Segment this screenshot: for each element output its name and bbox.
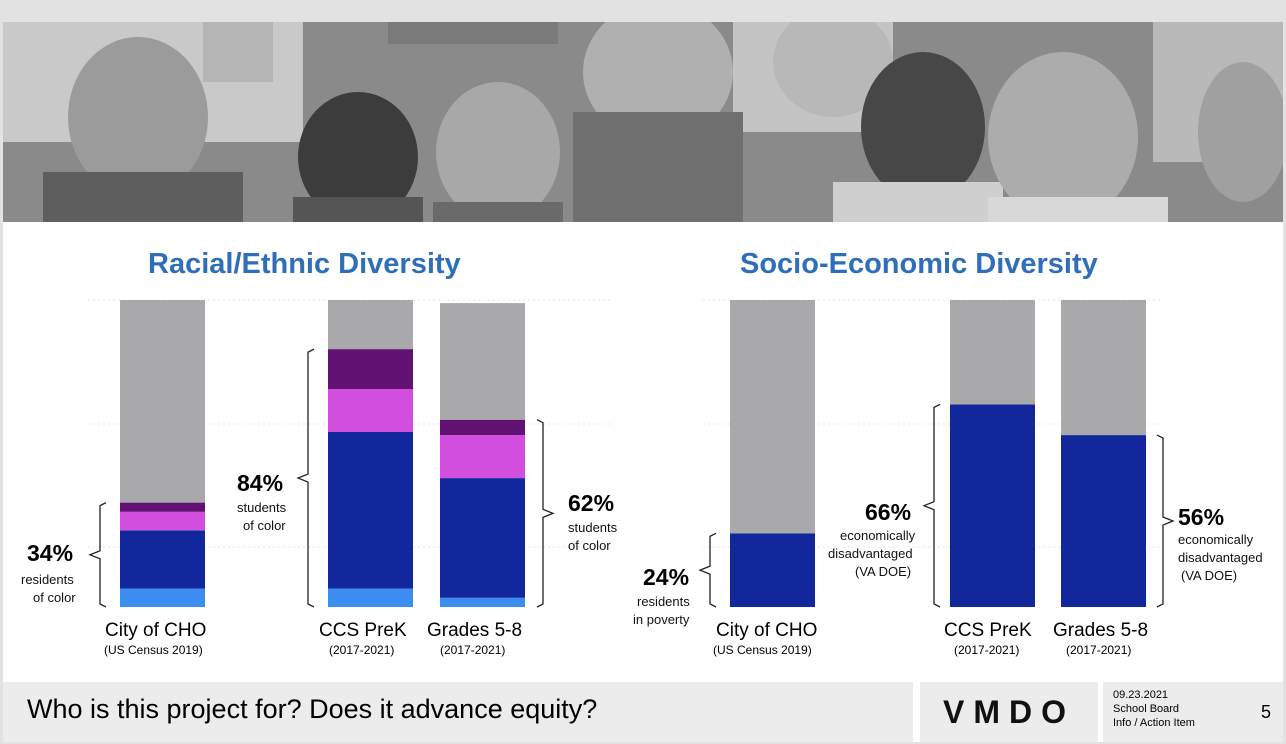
racial-cat-prek: CCS PreK xyxy=(319,620,407,641)
bar-segment-1-2-1 xyxy=(1061,300,1146,436)
bar-segment-0-2-3 xyxy=(440,419,525,436)
bar-segment-1-2-0 xyxy=(1061,435,1146,607)
bar-segment-0-2-0 xyxy=(440,597,525,607)
bar-segment-0-1-3 xyxy=(328,349,413,389)
charts-canvas xyxy=(88,299,1175,608)
bar-segment-0-0-4 xyxy=(120,300,205,503)
bar-segment-0-2-4 xyxy=(440,303,525,420)
socio-city-note-2: in poverty xyxy=(633,612,690,627)
racial-cat-grades: Grades 5-8 xyxy=(427,620,523,641)
bracket-1-0 xyxy=(698,532,717,608)
bar-segment-0-0-1 xyxy=(120,530,205,589)
bracket-0-2 xyxy=(536,419,555,608)
socio-grades-note-2: disadvantaged xyxy=(1178,550,1263,565)
bar-segment-0-1-2 xyxy=(328,389,413,432)
meeting-info: 09.23.2021 School Board Info / Action It… xyxy=(1113,688,1195,730)
racial-prek-note-1: students xyxy=(237,500,287,515)
racial-city-note-1: residents xyxy=(21,572,74,587)
meeting-item: Info / Action Item xyxy=(1113,717,1195,729)
vmdo-logo: VMDO xyxy=(943,694,1075,730)
racial-grades-note-2: of color xyxy=(568,538,611,553)
racial-cat-city: City of CHO xyxy=(105,620,207,641)
bar-segment-0-1-0 xyxy=(328,588,413,607)
slide: Racial/Ethnic Diversity Socio-Economic D… xyxy=(3,22,1283,742)
racial-heading: Racial/Ethnic Diversity xyxy=(148,248,461,280)
bar-segment-0-1-1 xyxy=(328,432,413,589)
footer-bar: Who is this project for? Does it advance… xyxy=(3,682,913,742)
socio-city-pct: 24% xyxy=(643,564,690,590)
racial-src-prek: (2017-2021) xyxy=(329,643,395,657)
racial-prek-note-2: of color xyxy=(243,518,286,533)
socio-heading: Socio-Economic Diversity xyxy=(740,248,1098,280)
socio-grades-pct: 56% xyxy=(1178,504,1225,530)
bar-segment-0-2-2 xyxy=(440,435,525,479)
socio-src-grades: (2017-2021) xyxy=(1066,643,1132,657)
bar-segment-0-2-1 xyxy=(440,478,525,598)
bar-segment-0-1-4 xyxy=(328,300,413,350)
racial-city-pct: 34% xyxy=(27,540,74,566)
bar-segment-1-1-0 xyxy=(950,404,1035,607)
bar-segment-1-0-1 xyxy=(730,300,815,534)
socio-grades-note-1: economically xyxy=(1178,532,1254,547)
socio-src-city: (US Census 2019) xyxy=(713,643,812,657)
socio-cat-prek: CCS PreK xyxy=(944,620,1032,641)
vmdo-logo-text: VMDO xyxy=(943,694,1075,730)
socio-prek-pct: 66% xyxy=(865,499,912,525)
socio-grades-note-3: (VA DOE) xyxy=(1181,568,1238,583)
socio-prek-note-2: disadvantaged xyxy=(828,546,913,561)
bar-segment-1-1-1 xyxy=(950,300,1035,405)
socio-src-prek: (2017-2021) xyxy=(954,643,1020,657)
bracket-0-1 xyxy=(296,348,315,608)
socio-cat-grades: Grades 5-8 xyxy=(1053,620,1149,641)
racial-prek-pct: 84% xyxy=(237,470,284,496)
meeting-date: 09.23.2021 xyxy=(1113,689,1169,701)
socio-cat-city: City of CHO xyxy=(716,620,818,641)
bracket-1-2 xyxy=(1156,434,1175,608)
racial-grades-note-1: students xyxy=(568,520,618,535)
socio-city-note-1: residents xyxy=(637,594,690,609)
racial-grades-pct: 62% xyxy=(568,490,615,516)
bar-segment-0-0-2 xyxy=(120,511,205,531)
bar-segment-0-0-3 xyxy=(120,502,205,512)
meeting-name: School Board xyxy=(1113,703,1180,715)
page-number: 5 xyxy=(1260,702,1271,722)
socio-prek-note-1: economically xyxy=(840,528,916,543)
footer-question: Who is this project for? Does it advance… xyxy=(27,694,598,724)
bar-segment-1-0-0 xyxy=(730,533,815,607)
header-photo xyxy=(3,22,1283,222)
children-photo-illustration xyxy=(3,22,1283,222)
bracket-0-0 xyxy=(88,502,107,608)
racial-city-note-2: of color xyxy=(33,590,76,605)
meta-panel: 09.23.2021 School Board Info / Action It… xyxy=(1103,682,1283,742)
socio-prek-note-3: (VA DOE) xyxy=(855,564,912,579)
racial-src-city: (US Census 2019) xyxy=(104,643,203,657)
bar-segment-0-0-0 xyxy=(120,588,205,607)
bracket-1-1 xyxy=(922,403,941,608)
logo-panel: VMDO xyxy=(920,682,1098,742)
racial-src-grades: (2017-2021) xyxy=(440,643,506,657)
